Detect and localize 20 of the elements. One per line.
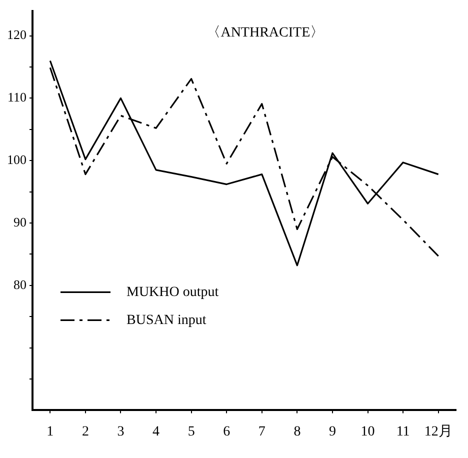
x-tick-label: 1 [46,424,54,440]
x-tick-label: 7 [258,424,266,440]
text: 〈ANTHRACITE〉 [206,24,324,40]
legend-label: BUSAN input [126,312,206,328]
x-tick-label: 11 [396,424,410,440]
x-tick-label: 3 [117,424,124,440]
y-tick-label: 90 [14,214,26,230]
x-tick-label: 6 [223,424,230,440]
x-tick-label: 4 [152,424,160,440]
y-tick-label: 120 [7,27,26,42]
y-tick-label: 110 [7,90,26,105]
x-tick-label: 2 [82,424,89,440]
x-tick-label: 10 [360,424,375,440]
x-tick-label: 9 [328,424,336,440]
y-tick-label: 80 [14,276,26,292]
x-tick-label: 8 [294,424,301,440]
x-tick-label: 5 [188,424,195,440]
legend-label: MUKHO output [126,284,219,300]
y-tick-label: 100 [7,152,26,167]
x-tick-label: 12月 [424,424,452,440]
